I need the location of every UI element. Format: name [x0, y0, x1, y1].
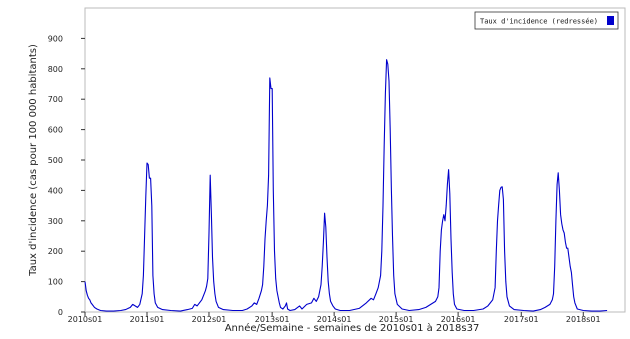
- y-tick-label: 500: [48, 156, 63, 165]
- series-line: [84, 59, 608, 312]
- x-axis-title: Année/Semaine - semaines de 2010s01 à 20…: [225, 322, 480, 334]
- x-tick-label: 2018s01: [566, 315, 601, 324]
- x-tick-label: 2011s01: [130, 315, 165, 324]
- plot-area: [84, 7, 626, 313]
- x-axis: 2010s01 2011s01 2012s01 2013s01 2014s01 2015s…: [68, 312, 601, 324]
- x-tick-label: 2017s01: [504, 315, 539, 324]
- legend-label: Taux d'incidence (redressée): [480, 18, 598, 26]
- y-tick-label: 800: [48, 65, 63, 74]
- series-layer: [84, 59, 608, 312]
- x-tick-label: 2015s01: [379, 315, 414, 324]
- y-tick-label: 600: [48, 126, 63, 135]
- x-tick-label: 2012s01: [192, 315, 227, 324]
- y-axis-title: Taux d'incidence (cas pour 100 000 habit…: [28, 44, 39, 277]
- legend-swatch: [607, 16, 614, 25]
- x-tick-label: 2013s01: [255, 315, 290, 324]
- x-tick-label: 2010s01: [68, 315, 103, 324]
- y-tick-label: 400: [48, 186, 63, 195]
- y-tick-label: 900: [48, 34, 63, 43]
- y-tick-label: 0: [58, 308, 63, 317]
- y-tick-label: 300: [48, 217, 63, 226]
- y-tick-label: 100: [48, 278, 63, 287]
- y-tick-label: 200: [48, 247, 63, 256]
- legend-box: [474, 11, 619, 30]
- x-tick-label: 2016s01: [441, 315, 476, 324]
- legend: Taux d'incidence (redressée): [474, 11, 619, 30]
- y-tick-label: 700: [48, 95, 63, 104]
- y-axis: 0 100 200 300 400 500 600 700 800 900: [48, 34, 85, 317]
- x-tick-label: 2014s01: [317, 315, 352, 324]
